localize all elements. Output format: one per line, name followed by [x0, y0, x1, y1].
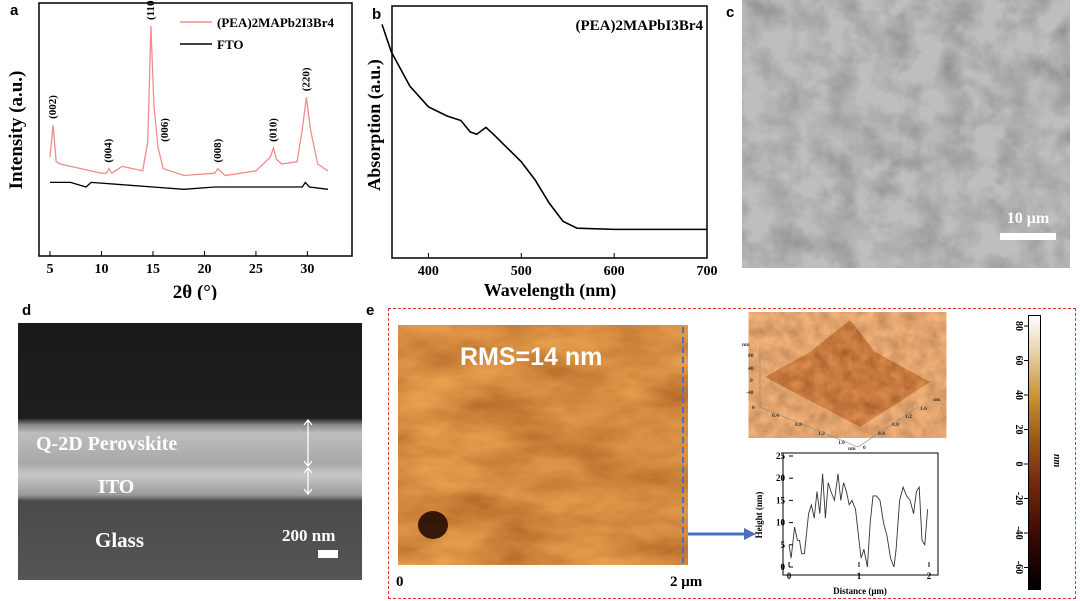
- x-tick-label: 5: [47, 262, 54, 277]
- xrd-ylabel: Intensity (a.u.): [6, 71, 27, 190]
- colorbar-unit: nm: [1051, 454, 1062, 468]
- profile-frame: [782, 452, 939, 576]
- peak-label: (008): [212, 138, 224, 162]
- abs-frame: [391, 5, 708, 259]
- profile-xlabel: Distance (μm): [833, 586, 887, 596]
- x-tick: 0: [752, 405, 755, 411]
- peak-label: (006): [159, 118, 171, 142]
- peak-label: (002): [47, 95, 59, 119]
- x-tick: 0.8: [795, 422, 802, 428]
- x-tick-label: 30: [300, 262, 314, 277]
- x-unit: um: [848, 446, 856, 452]
- z-tick: -40: [746, 390, 754, 396]
- afm-axis-end: 2 μm: [670, 574, 703, 590]
- scale-bar-label: 10 μm: [1007, 210, 1050, 227]
- series-line-0: [381, 24, 707, 231]
- colorbar-axis: 80 60 40 20 0 -20 -40 -60 nm: [1013, 321, 1062, 574]
- x-tick: 1.2: [818, 431, 825, 437]
- profile-ylabel: Height (nm): [754, 492, 764, 539]
- panel-label-a: a: [10, 2, 19, 19]
- x-tick-label: 2: [927, 571, 932, 581]
- y-tick: 0.4: [878, 431, 885, 437]
- layer-label-ito: ITO: [98, 476, 135, 498]
- series-line-0: [788, 473, 929, 568]
- z-tick: 80: [748, 353, 754, 359]
- y-tick-label: 25: [776, 451, 786, 461]
- x-tick: 0.4: [772, 413, 779, 419]
- sem-cross-section-image: Q-2D Perovskite ITO Glass 200 nm: [18, 323, 362, 580]
- rms-label: RMS=14 nm: [460, 343, 602, 371]
- y-tick-label: 10: [776, 518, 786, 528]
- panel-label-e: e: [366, 302, 375, 319]
- panel-label-d: d: [22, 302, 32, 319]
- y-tick: 0.8: [892, 422, 899, 428]
- x-tick-label: 600: [604, 264, 625, 279]
- thickness-arrows: [303, 419, 313, 496]
- peak-label: (110): [145, 0, 157, 20]
- x-tick-label: 20: [197, 262, 211, 277]
- colorbar-tick-label: 20: [1013, 425, 1024, 435]
- y-unit: um: [933, 397, 941, 403]
- afm-3d-surface: nm 80 40 0 -40 0 0.4 0.8 1.2 1.6 um 0 0.…: [742, 320, 941, 452]
- y-tick-label: 0: [781, 562, 786, 572]
- x-tick-label: 0: [787, 571, 792, 581]
- peak-label: (010): [267, 118, 279, 142]
- peak-label: (004): [103, 138, 115, 162]
- colorbar: [1028, 315, 1041, 590]
- xrd-frame: [38, 2, 353, 257]
- abs-title: (PEA)2MAPbI3Br4: [576, 18, 704, 34]
- x-tick-label: 10: [94, 262, 108, 277]
- colorbar-tick-label: -60: [1013, 561, 1024, 574]
- afm-height-image: RMS=14 nm: [398, 325, 688, 565]
- colorbar-tick-label: 40: [1013, 390, 1024, 400]
- colorbar-tick-label: 60: [1013, 356, 1024, 366]
- colorbar-tick-label: -40: [1013, 526, 1024, 539]
- layer-label-perovskite: Q-2D Perovskite: [36, 433, 178, 455]
- scale-bar-label: 200 nm: [282, 526, 336, 545]
- scale-bar: [318, 550, 338, 558]
- colorbar-tick-label: 0: [1013, 462, 1024, 467]
- afm-panel-frame: [388, 308, 1076, 599]
- scale-bar: [1000, 233, 1056, 240]
- series-line-0: [49, 25, 329, 177]
- afm-axis-start: 0: [396, 574, 404, 590]
- y-tick: 1.6: [920, 406, 927, 412]
- y-tick: 0: [863, 445, 866, 451]
- xrd-xlabel: 2θ (°): [173, 282, 217, 300]
- x-tick-label: 700: [697, 264, 718, 279]
- x-tick-label: 400: [418, 264, 439, 279]
- y-tick: 1.2: [905, 414, 912, 420]
- x-tick-label: 25: [249, 262, 263, 277]
- colorbar-tick-label: -20: [1013, 492, 1024, 505]
- z-tick: 0: [750, 378, 753, 384]
- z-tick: 40: [748, 366, 754, 372]
- colorbar-tick-label: 80: [1013, 321, 1024, 331]
- legend-label-fto: FTO: [217, 37, 244, 52]
- x-tick-label: 15: [146, 262, 160, 277]
- x-tick-label: 500: [511, 264, 532, 279]
- x-tick-label: 1: [857, 571, 862, 581]
- y-tick-label: 20: [776, 473, 786, 483]
- panel-label-b: b: [372, 6, 382, 23]
- layer-label-glass: Glass: [95, 528, 145, 552]
- absorption-chart: 400 500 600 700 (PEA)2MAPbI3Br4 Wavelength …: [364, 5, 718, 300]
- y-tick-label: 15: [776, 495, 786, 505]
- panel-label-c: c: [726, 4, 735, 21]
- abs-ylabel: Absorption (a.u.): [364, 59, 385, 191]
- sem-top-view-image: 10 μm: [742, 0, 1070, 268]
- z-unit: nm: [742, 342, 750, 348]
- xrd-chart: 5 10 15 20 25 30 (002) (004) (110) (006) (008) (01…: [6, 0, 353, 300]
- x-tick: 1.6: [838, 440, 845, 446]
- peak-label: (220): [300, 67, 312, 91]
- series-line-1: [50, 181, 329, 190]
- arrow-icon: [688, 528, 756, 540]
- abs-xlabel: Wavelength (nm): [484, 280, 617, 300]
- y-tick-label: 5: [781, 540, 786, 550]
- legend-label-pea: (PEA)2MAPb2I3Br4: [217, 15, 334, 30]
